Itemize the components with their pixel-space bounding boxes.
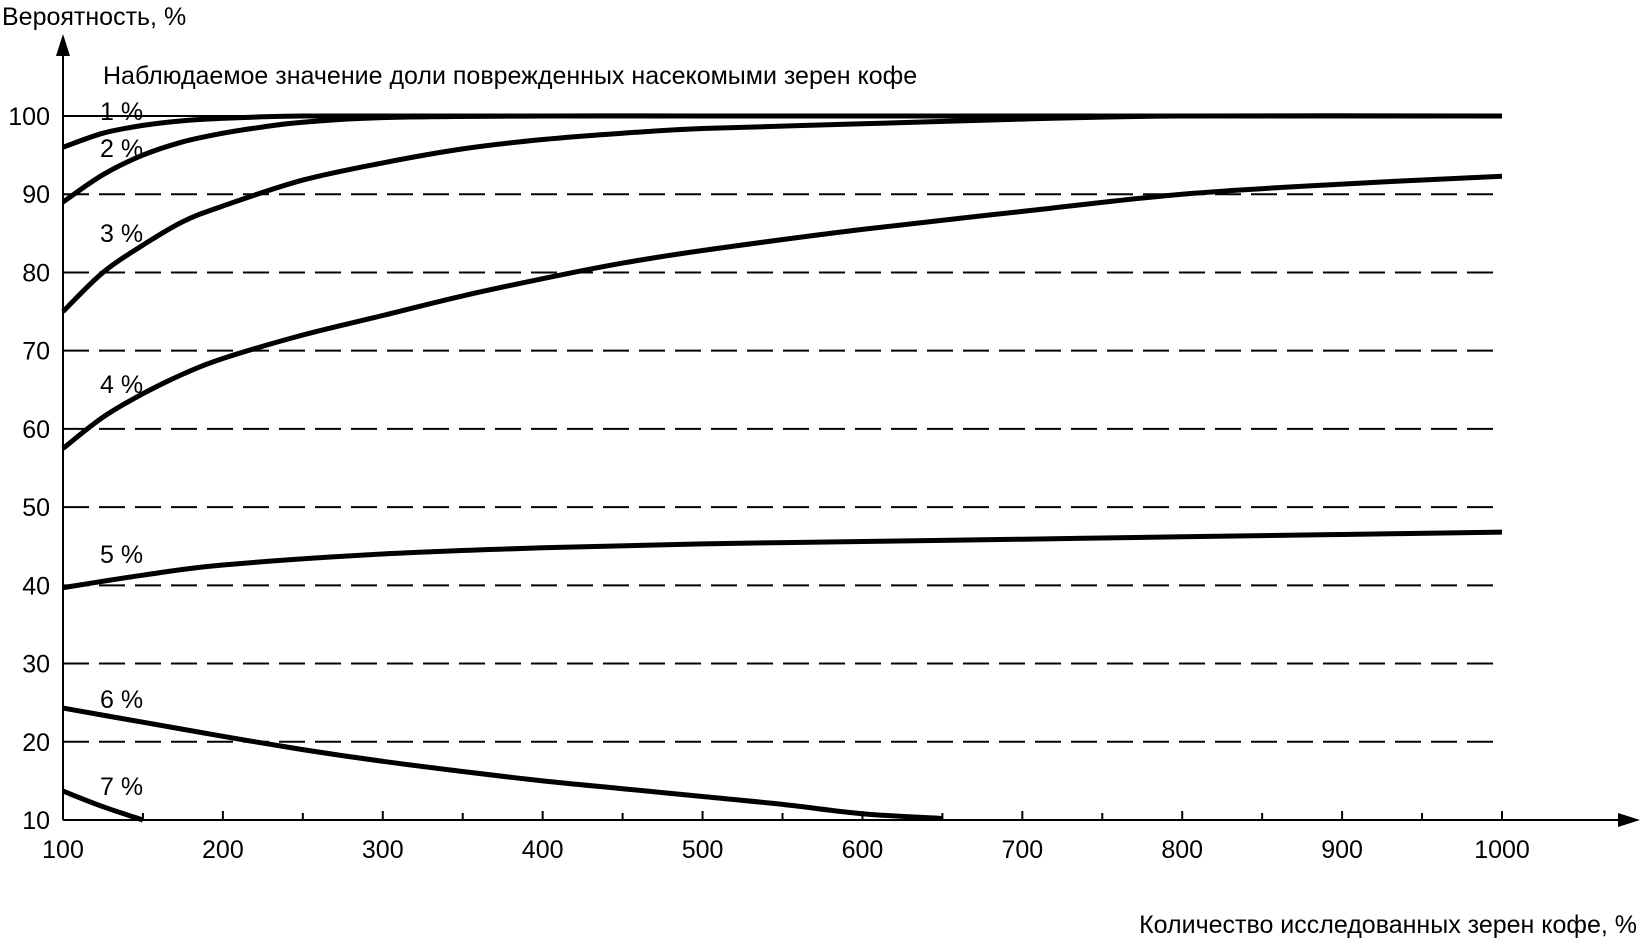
x-tick-label: 300 [362, 836, 404, 864]
chart-title: Наблюдаемое значение доли поврежденных н… [103, 62, 917, 90]
series-line-5 [62, 529, 1503, 591]
series-line-3 [61, 113, 1503, 314]
x-tick-label: 700 [1001, 836, 1043, 864]
y-tick-label: 70 [22, 338, 50, 366]
series-label-3: 3 % [100, 220, 143, 248]
y-tick-label: 20 [22, 729, 50, 757]
data-series [61, 113, 1503, 823]
y-tick-label: 50 [22, 494, 50, 522]
series-label-5: 5 % [100, 541, 143, 569]
y-tick-label: 80 [22, 259, 50, 287]
y-tick-label: 90 [22, 181, 50, 209]
series-label-7: 7 % [100, 773, 143, 801]
y-tick-label: 60 [22, 416, 50, 444]
series-line-7 [62, 788, 144, 823]
y-tick-label: 100 [8, 103, 50, 131]
x-tick-label: 800 [1161, 836, 1203, 864]
series-label-1: 1 % [100, 98, 143, 126]
y-axis-label: Вероятность, % [2, 3, 186, 31]
x-tick-label: 500 [682, 836, 724, 864]
x-axis-label: Количество исследованных зерен кофе, % [1139, 911, 1637, 939]
x-tick-label: 400 [522, 836, 564, 864]
y-tick-label: 10 [22, 807, 50, 835]
series-label-4: 4 % [100, 371, 143, 399]
series-line-4 [61, 173, 1503, 451]
series-labels: 1 % 2 % 3 % 4 % 5 % 6 % 7 % [100, 98, 143, 801]
y-axis-arrow-icon [56, 34, 70, 56]
series-label-2: 2 % [100, 135, 143, 163]
series-line-6 [62, 705, 943, 821]
axes [56, 34, 1640, 827]
grid-lines [63, 115, 1502, 743]
series-label-6: 6 % [100, 686, 143, 714]
series-line-1 [62, 113, 1502, 150]
x-tick-label: 100 [42, 836, 84, 864]
x-axis-arrow-icon [1618, 813, 1640, 827]
y-tick-label: 40 [22, 572, 50, 600]
x-tick-label: 200 [202, 836, 244, 864]
x-tick-label: 900 [1321, 836, 1363, 864]
x-tick-label: 600 [842, 836, 884, 864]
y-tick-label: 30 [22, 651, 50, 679]
tick-labels: 10 20 30 40 50 60 70 80 90 100 100 200 300 400 500 600 7… [8, 103, 1530, 864]
x-tick-label: 1000 [1474, 836, 1530, 864]
